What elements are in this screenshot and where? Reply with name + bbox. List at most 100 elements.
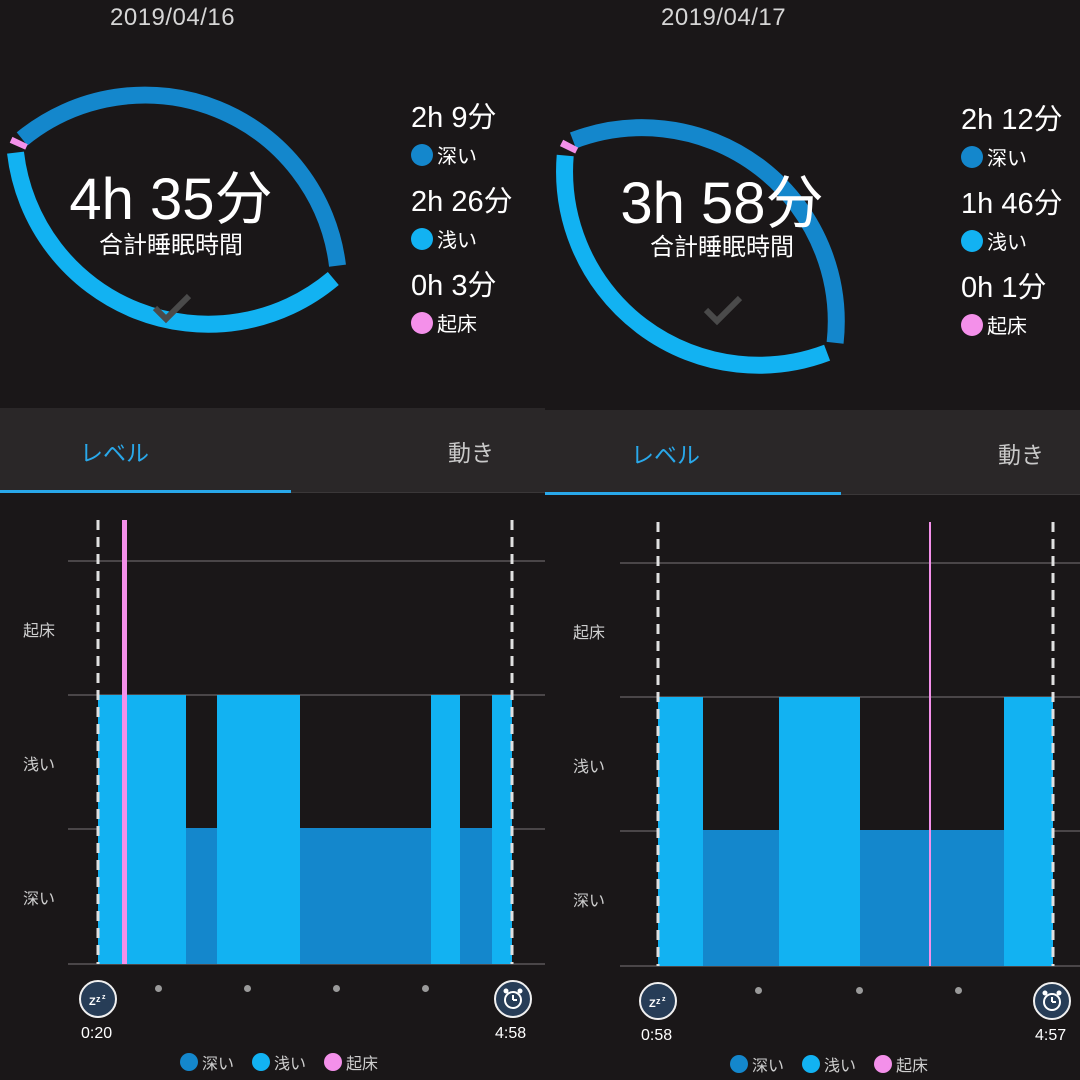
legend-awake: 起床 xyxy=(874,1052,928,1076)
light-bar-3 xyxy=(431,695,460,964)
stat-awake-value: 0h 3分 xyxy=(411,270,497,302)
ring-segment-light xyxy=(7,151,339,333)
sleep-end-time: 4:58 xyxy=(495,1025,527,1042)
tab-active-indicator xyxy=(0,490,291,493)
legend-deep-label: 深い xyxy=(752,1058,785,1075)
y-label-awake: 起床 xyxy=(23,623,56,640)
legend-deep: 深い xyxy=(180,1050,234,1074)
awake-dot-icon xyxy=(961,313,983,336)
y-label-light: 浅い xyxy=(23,757,56,774)
chart-legend: 深い 浅い 起床 xyxy=(180,1050,396,1074)
time-dot xyxy=(955,987,962,994)
light-bar-1 xyxy=(98,695,186,964)
tab-bar: レベル 動き xyxy=(0,408,545,493)
stat-deep: 2h 12分 深い xyxy=(961,96,1063,171)
legend-awake: 起床 xyxy=(324,1050,378,1074)
svg-text:z: z xyxy=(102,994,106,1001)
light-dot-icon xyxy=(961,229,983,252)
check-icon xyxy=(703,295,743,326)
stat-deep-label: 深い xyxy=(987,148,1027,170)
stat-deep-value: 2h 9分 xyxy=(411,102,497,134)
sleep-start-time: 0:20 xyxy=(81,1025,113,1042)
alarm-clock-icon xyxy=(494,980,532,1018)
date-label: 2019/04/16 xyxy=(110,4,236,31)
tab-level[interactable]: レベル xyxy=(631,442,700,468)
light-bar-1 xyxy=(658,697,703,966)
ring-segment-light xyxy=(556,154,831,374)
legend-awake-label: 起床 xyxy=(896,1058,929,1075)
sleep-end-time: 4:57 xyxy=(1035,1027,1067,1044)
awake-dot-icon xyxy=(411,311,433,334)
y-label-awake: 起床 xyxy=(573,625,606,642)
legend-awake-label: 起床 xyxy=(346,1056,379,1073)
deep-dot-icon xyxy=(411,143,433,166)
sleep-level-chart xyxy=(620,522,1080,967)
tab-motion[interactable]: 動き xyxy=(998,442,1044,468)
stat-awake-value: 0h 1分 xyxy=(961,272,1047,304)
time-dot xyxy=(755,987,762,994)
tab-active-indicator xyxy=(545,492,841,495)
light-bar-3 xyxy=(1004,697,1053,966)
ring-segment-awake xyxy=(9,136,28,150)
stat-light-label: 浅い xyxy=(437,230,477,252)
stat-deep: 2h 9分 深い xyxy=(411,94,496,169)
sleep-ring xyxy=(556,119,845,374)
stat-light: 2h 26分 浅い xyxy=(411,178,513,253)
light-dot-icon xyxy=(411,227,433,250)
y-label-light: 浅い xyxy=(573,759,606,776)
awake-dot-icon xyxy=(874,1055,893,1073)
time-dot xyxy=(333,985,340,992)
date-label: 2019/04/17 xyxy=(661,4,787,31)
awake-marker xyxy=(122,520,127,964)
alarm-clock-icon xyxy=(1033,982,1071,1020)
ring-segment-deep xyxy=(16,86,346,267)
total-sleep-label: 合計睡眠時間 xyxy=(650,234,794,261)
svg-text:z: z xyxy=(96,994,101,1004)
light-bar-2 xyxy=(217,695,300,964)
stat-light-value: 2h 26分 xyxy=(411,186,513,218)
light-dot-icon xyxy=(252,1053,271,1071)
legend-light-label: 浅い xyxy=(824,1058,857,1075)
sleep-level-chart xyxy=(68,520,545,965)
stat-awake-label: 起床 xyxy=(437,314,477,336)
chart-legend: 深い 浅い 起床 xyxy=(730,1052,946,1076)
legend-deep-label: 深い xyxy=(202,1056,235,1073)
stat-light-value: 1h 46分 xyxy=(961,188,1063,220)
awake-marker xyxy=(929,522,931,966)
deep-dot-icon xyxy=(730,1055,748,1073)
tab-level[interactable]: レベル xyxy=(80,440,149,466)
legend-deep: 深い xyxy=(730,1052,784,1076)
light-dot-icon xyxy=(802,1055,821,1073)
ring-segment-deep xyxy=(569,119,845,344)
stat-deep-label: 深い xyxy=(437,146,477,168)
sleep-panel-2019-04-16: 2019/04/16 4h 35分 合計睡眠時間 2h 9分 深い 2h 26分… xyxy=(0,4,545,1074)
time-dot xyxy=(155,985,162,992)
stat-awake: 0h 1分 起床 xyxy=(961,264,1046,339)
stat-light-label: 浅い xyxy=(987,232,1027,254)
light-bar-4 xyxy=(492,695,512,964)
sleep-ring xyxy=(7,86,346,333)
legend-light: 浅い xyxy=(252,1050,306,1074)
y-label-deep: 深い xyxy=(573,893,606,910)
awake-dot-icon xyxy=(324,1053,343,1071)
stat-awake: 0h 3分 起床 xyxy=(411,262,496,337)
check-icon xyxy=(152,293,192,324)
total-sleep-label: 合計睡眠時間 xyxy=(99,232,243,259)
total-sleep-time: 4h 35分 xyxy=(69,167,273,232)
stat-awake-label: 起床 xyxy=(987,316,1027,338)
deep-dot-icon xyxy=(961,145,983,168)
tab-bar: レベル 動き xyxy=(545,410,1080,495)
legend-light: 浅い xyxy=(802,1052,856,1076)
legend-light-label: 浅い xyxy=(274,1056,307,1073)
time-dot xyxy=(244,985,251,992)
ring-segment-awake xyxy=(559,139,579,154)
svg-text:z: z xyxy=(662,996,666,1003)
light-bar-2 xyxy=(779,697,860,966)
stat-deep-value: 2h 12分 xyxy=(961,104,1063,136)
y-label-deep: 深い xyxy=(23,891,56,908)
time-dot xyxy=(422,985,429,992)
svg-text:Z: Z xyxy=(649,998,656,1010)
tab-motion[interactable]: 動き xyxy=(448,440,494,466)
sleep-start-time: 0:58 xyxy=(641,1027,673,1044)
